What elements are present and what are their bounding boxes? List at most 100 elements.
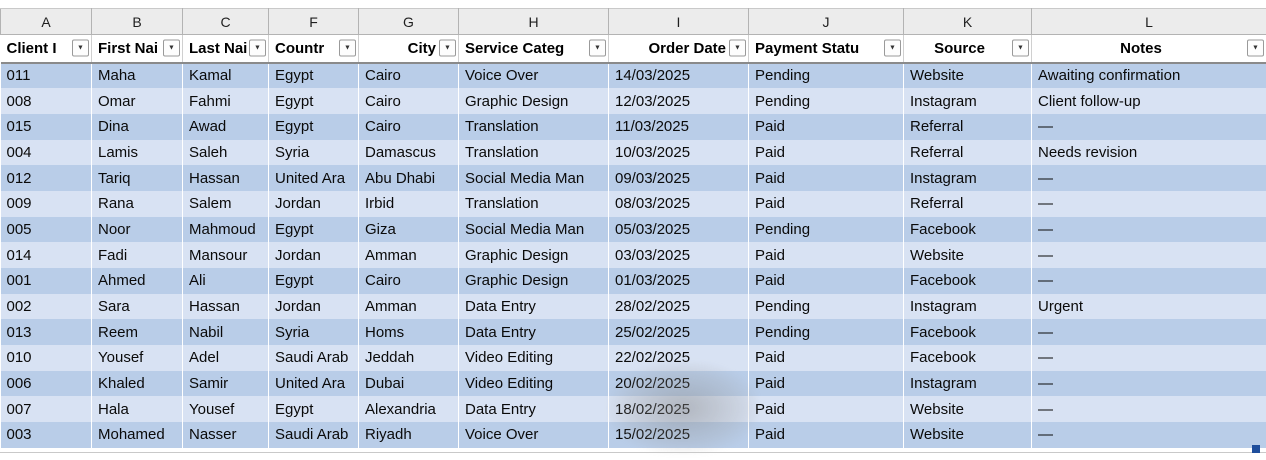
cell[interactable]: Referral bbox=[903, 139, 1032, 166]
header-cell[interactable]: First Nai ▼ bbox=[91, 34, 183, 64]
column-letter[interactable]: K bbox=[903, 8, 1032, 35]
cell[interactable]: — bbox=[1031, 370, 1266, 397]
cell[interactable]: Homs bbox=[358, 319, 459, 346]
cell[interactable]: 03/03/2025 bbox=[608, 242, 749, 268]
cell[interactable]: Sara bbox=[91, 293, 183, 320]
cell[interactable]: 001 bbox=[0, 268, 92, 294]
column-letter[interactable]: I bbox=[608, 8, 749, 35]
cell[interactable]: Mahmoud bbox=[182, 216, 269, 243]
cell[interactable]: Dina bbox=[91, 113, 183, 140]
cell[interactable]: Hassan bbox=[182, 293, 269, 320]
cell[interactable]: Jeddah bbox=[358, 345, 459, 371]
cell[interactable]: 11/03/2025 bbox=[608, 113, 749, 140]
filter-button[interactable]: ▼ bbox=[439, 39, 456, 57]
cell[interactable]: Cairo bbox=[358, 62, 459, 89]
cell[interactable]: 011 bbox=[0, 62, 92, 89]
cell[interactable]: Facebook bbox=[903, 216, 1032, 243]
cell[interactable]: Nasser bbox=[182, 422, 269, 448]
cell[interactable]: Facebook bbox=[903, 345, 1032, 371]
cell[interactable]: Referral bbox=[903, 113, 1032, 140]
cell[interactable]: 008 bbox=[0, 88, 92, 114]
filter-button[interactable]: ▼ bbox=[339, 39, 356, 57]
cell[interactable]: Damascus bbox=[358, 139, 459, 166]
cell[interactable]: Graphic Design bbox=[458, 88, 609, 114]
filter-button[interactable]: ▼ bbox=[249, 39, 266, 57]
cell[interactable]: — bbox=[1031, 422, 1266, 448]
cell[interactable]: Video Editing bbox=[458, 345, 609, 371]
column-letter[interactable]: C bbox=[182, 8, 269, 35]
cell[interactable]: Saleh bbox=[182, 139, 269, 166]
column-letter[interactable]: G bbox=[358, 8, 459, 35]
header-cell[interactable]: Service Categ ▼ bbox=[458, 34, 609, 64]
cell[interactable]: Pending bbox=[748, 62, 904, 89]
cell[interactable]: Paid bbox=[748, 396, 904, 423]
header-cell[interactable]: Source ▼ bbox=[903, 34, 1032, 64]
cell[interactable]: — bbox=[1031, 190, 1266, 217]
cell[interactable]: Video Editing bbox=[458, 370, 609, 397]
cell[interactable]: Pending bbox=[748, 88, 904, 114]
cell[interactable]: Paid bbox=[748, 190, 904, 217]
cell[interactable]: Client follow-up bbox=[1031, 88, 1266, 114]
cell[interactable]: — bbox=[1031, 216, 1266, 243]
filter-button[interactable]: ▼ bbox=[589, 39, 606, 57]
cell[interactable]: Abu Dhabi bbox=[358, 165, 459, 191]
cell[interactable]: — bbox=[1031, 113, 1266, 140]
cell[interactable]: Khaled bbox=[91, 370, 183, 397]
cell[interactable]: Translation bbox=[458, 139, 609, 166]
header-cell[interactable]: Countr ▼ bbox=[268, 34, 359, 64]
cell[interactable]: Saudi Arab bbox=[268, 422, 359, 448]
cell[interactable]: Yousef bbox=[182, 396, 269, 423]
column-letter[interactable]: H bbox=[458, 8, 609, 35]
cell[interactable]: Cairo bbox=[358, 88, 459, 114]
cell[interactable]: — bbox=[1031, 345, 1266, 371]
filter-button[interactable]: ▼ bbox=[1247, 39, 1264, 57]
cell[interactable]: Paid bbox=[748, 345, 904, 371]
cell[interactable]: Paid bbox=[748, 113, 904, 140]
header-cell[interactable]: Payment Statu ▼ bbox=[748, 34, 904, 64]
cell[interactable]: Rana bbox=[91, 190, 183, 217]
cell[interactable]: 20/02/2025 bbox=[608, 370, 749, 397]
cell[interactable]: 014 bbox=[0, 242, 92, 268]
cell[interactable]: Website bbox=[903, 422, 1032, 448]
cell[interactable]: 01/03/2025 bbox=[608, 268, 749, 294]
cell[interactable]: Website bbox=[903, 62, 1032, 89]
cell[interactable]: Maha bbox=[91, 62, 183, 89]
cell[interactable]: Graphic Design bbox=[458, 268, 609, 294]
cell[interactable]: Kamal bbox=[182, 62, 269, 89]
cell[interactable]: Reem bbox=[91, 319, 183, 346]
cell[interactable]: Translation bbox=[458, 113, 609, 140]
cell[interactable]: — bbox=[1031, 242, 1266, 268]
header-cell[interactable]: Last Nai ▼ bbox=[182, 34, 269, 64]
cell[interactable]: Egypt bbox=[268, 88, 359, 114]
cell[interactable]: Paid bbox=[748, 268, 904, 294]
cell[interactable]: Noor bbox=[91, 216, 183, 243]
cell[interactable]: Nabil bbox=[182, 319, 269, 346]
cell[interactable]: 10/03/2025 bbox=[608, 139, 749, 166]
cell[interactable]: 22/02/2025 bbox=[608, 345, 749, 371]
cell[interactable]: Voice Over bbox=[458, 62, 609, 89]
filter-button[interactable]: ▼ bbox=[884, 39, 901, 57]
cell[interactable]: Syria bbox=[268, 319, 359, 346]
cell[interactable]: Fahmi bbox=[182, 88, 269, 114]
cell[interactable]: — bbox=[1031, 165, 1266, 191]
cell[interactable]: Egypt bbox=[268, 216, 359, 243]
cell[interactable]: Data Entry bbox=[458, 319, 609, 346]
cell[interactable]: Paid bbox=[748, 422, 904, 448]
cell[interactable]: 09/03/2025 bbox=[608, 165, 749, 191]
header-cell[interactable]: Client I ▼ bbox=[0, 34, 92, 64]
cell[interactable]: Amman bbox=[358, 242, 459, 268]
cell[interactable]: Syria bbox=[268, 139, 359, 166]
cell[interactable]: Ali bbox=[182, 268, 269, 294]
cell[interactable]: Yousef bbox=[91, 345, 183, 371]
cell[interactable]: Awaiting confirmation bbox=[1031, 62, 1266, 89]
fill-handle[interactable] bbox=[1252, 445, 1260, 453]
cell[interactable]: Mohamed bbox=[91, 422, 183, 448]
cell[interactable]: Pending bbox=[748, 216, 904, 243]
cell[interactable]: Egypt bbox=[268, 113, 359, 140]
cell[interactable]: Voice Over bbox=[458, 422, 609, 448]
cell[interactable]: Hala bbox=[91, 396, 183, 423]
cell[interactable]: Facebook bbox=[903, 319, 1032, 346]
cell[interactable]: 006 bbox=[0, 370, 92, 397]
cell[interactable]: Instagram bbox=[903, 293, 1032, 320]
cell[interactable]: Fadi bbox=[91, 242, 183, 268]
